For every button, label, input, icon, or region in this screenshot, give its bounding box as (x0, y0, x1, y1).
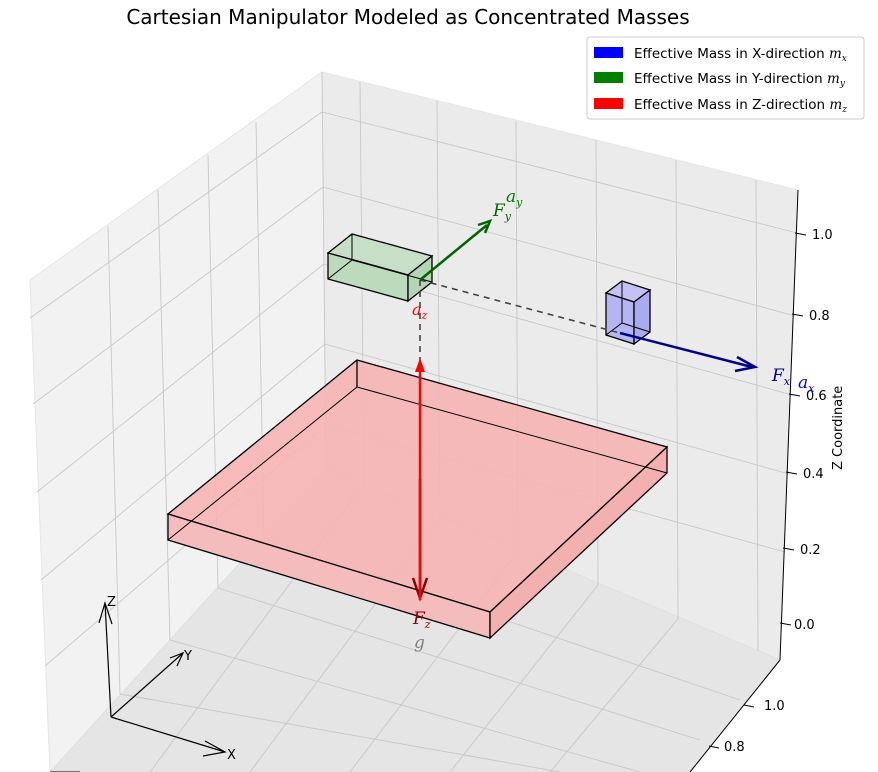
ay-label: ay (506, 187, 523, 209)
triad-z-arrow (104, 602, 112, 718)
az-arrowhead (415, 358, 425, 372)
triad-x-arrow (110, 716, 226, 753)
grid (29, 71, 798, 772)
fx-label: Fx (771, 366, 791, 388)
y-tick-labels: 1.0 0.8 (724, 699, 785, 755)
z-tick-label: 0.8 (809, 309, 830, 324)
z-axis-line (779, 189, 799, 661)
fy-arrow (419, 224, 488, 281)
link-y-to-x (419, 279, 621, 334)
legend-swatch (594, 47, 623, 58)
fx-arrow (619, 331, 753, 369)
legend-label: Effective Mass in Z-direction mz (634, 97, 847, 115)
z-axis-label: Z Coordinate (831, 386, 846, 470)
gravity-label: g (414, 633, 425, 653)
y-tick-label: 1.0 (764, 699, 785, 714)
legend: Effective Mass in X-direction mx Effectiv… (586, 36, 865, 120)
triad-y-arrow (110, 652, 184, 718)
z-tick-labels: 1.0 0.8 0.6 0.4 0.2 0.0 (794, 228, 833, 633)
fz-label: Fz (412, 609, 431, 631)
z-tick-label: 0.6 (806, 389, 827, 404)
legend-frame (586, 36, 865, 120)
triad-x-label: X (227, 748, 236, 763)
z-tick-label: 1.0 (812, 228, 833, 243)
chart-title: Cartesian Manipulator Modeled as Concent… (126, 5, 689, 29)
legend-label: Effective Mass in Y-direction my (634, 71, 846, 89)
z-tick-label: 0.2 (800, 543, 821, 558)
z-mass-box (166, 359, 669, 640)
fy-arrowhead (477, 218, 493, 234)
y-tick-label: 0.8 (724, 740, 745, 755)
az-label: az (412, 300, 428, 322)
triad-y-label: Y (183, 649, 192, 664)
axis-lines (50, 189, 807, 772)
triad-z-label: Z (107, 595, 116, 610)
legend-swatch (594, 98, 623, 109)
y-axis-line (689, 659, 781, 772)
legend-label: Effective Mass in X-direction mx (634, 46, 847, 64)
fx-arrowhead (734, 355, 759, 373)
coordinate-triad (98, 601, 227, 757)
legend-swatch (594, 72, 623, 83)
link-lines (419, 279, 621, 362)
z-tick-label: 0.4 (803, 467, 824, 482)
ax-label: ax (798, 373, 815, 395)
force-arrows (411, 218, 759, 602)
z-tick-label: 0.0 (794, 618, 815, 633)
fy-label: Fy (492, 201, 512, 223)
